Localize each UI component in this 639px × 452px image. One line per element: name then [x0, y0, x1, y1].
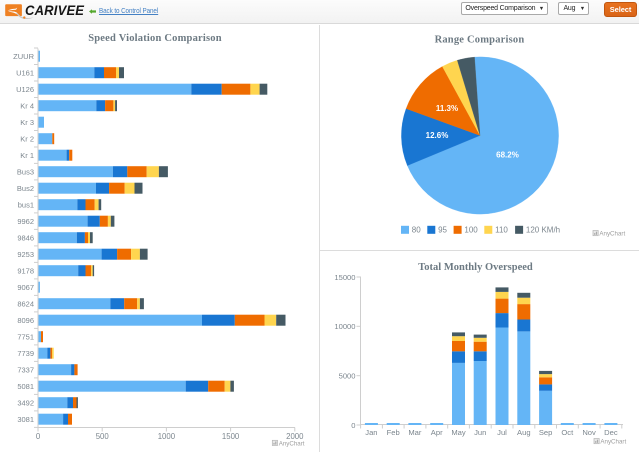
svg-text:95: 95 [438, 226, 447, 235]
svg-text:bus1: bus1 [18, 201, 34, 210]
svg-text:7751: 7751 [17, 333, 34, 342]
svg-text:1500: 1500 [222, 432, 240, 441]
svg-text:Jun: Jun [474, 428, 486, 437]
svg-text:0: 0 [36, 432, 41, 441]
svg-text:9253: 9253 [17, 250, 34, 259]
svg-text:AnyChart: AnyChart [279, 440, 305, 447]
svg-text:2000: 2000 [286, 432, 304, 441]
svg-text:Apr: Apr [431, 428, 443, 437]
svg-text:9846: 9846 [17, 234, 34, 243]
svg-text:7739: 7739 [17, 349, 34, 358]
svg-text:3492: 3492 [17, 399, 34, 408]
svg-text:Feb: Feb [387, 428, 400, 437]
svg-text:Kr 2: Kr 2 [20, 135, 34, 144]
svg-text:Mar: Mar [408, 428, 422, 437]
svg-text:Jul: Jul [497, 428, 507, 437]
svg-text:Bus2: Bus2 [17, 184, 34, 193]
svg-text:AnyChart: AnyChart [600, 439, 626, 446]
svg-text:10000: 10000 [334, 322, 355, 331]
svg-text:5000: 5000 [339, 372, 356, 381]
svg-text:500: 500 [96, 432, 110, 441]
svg-text:3081: 3081 [17, 415, 34, 424]
svg-text:110: 110 [495, 226, 508, 235]
svg-text:ZUUR: ZUUR [13, 52, 34, 61]
svg-text:Jan: Jan [365, 428, 377, 437]
svg-text:AnyChart: AnyChart [599, 231, 625, 238]
svg-text:U161: U161 [16, 69, 34, 78]
svg-text:U126: U126 [16, 85, 34, 94]
svg-text:Speed Violation Comparison: Speed Violation Comparison [88, 33, 222, 44]
svg-text:May: May [451, 428, 466, 437]
svg-text:Range Comparison: Range Comparison [435, 35, 525, 46]
svg-text:8096: 8096 [17, 316, 34, 325]
svg-text:0: 0 [351, 421, 355, 430]
svg-text:100: 100 [464, 226, 478, 235]
svg-text:9067: 9067 [17, 283, 34, 292]
svg-text:9962: 9962 [17, 217, 34, 226]
svg-text:9178: 9178 [17, 267, 34, 276]
svg-text:68.2%: 68.2% [496, 151, 519, 160]
svg-text:Kr 3: Kr 3 [20, 118, 34, 127]
svg-text:7337: 7337 [17, 366, 34, 375]
svg-text:5081: 5081 [17, 382, 34, 391]
svg-text:Dec: Dec [604, 428, 618, 437]
svg-text:120 KM/h: 120 KM/h [526, 226, 560, 235]
svg-text:Bus3: Bus3 [17, 168, 34, 177]
svg-text:Kr 1: Kr 1 [20, 151, 34, 160]
svg-text:12.6%: 12.6% [426, 131, 449, 140]
svg-text:Kr 4: Kr 4 [20, 102, 34, 111]
svg-text:15000: 15000 [334, 273, 355, 282]
svg-text:Nov: Nov [582, 428, 596, 437]
svg-text:Aug: Aug [517, 428, 531, 437]
svg-text:11.3%: 11.3% [436, 104, 458, 113]
svg-text:Total Monthly Overspeed: Total Monthly Overspeed [418, 262, 533, 273]
svg-text:Oct: Oct [561, 428, 574, 437]
svg-text:1000: 1000 [158, 432, 176, 441]
svg-text:Sep: Sep [539, 428, 553, 437]
svg-text:8624: 8624 [17, 300, 34, 309]
svg-text:80: 80 [412, 226, 421, 235]
